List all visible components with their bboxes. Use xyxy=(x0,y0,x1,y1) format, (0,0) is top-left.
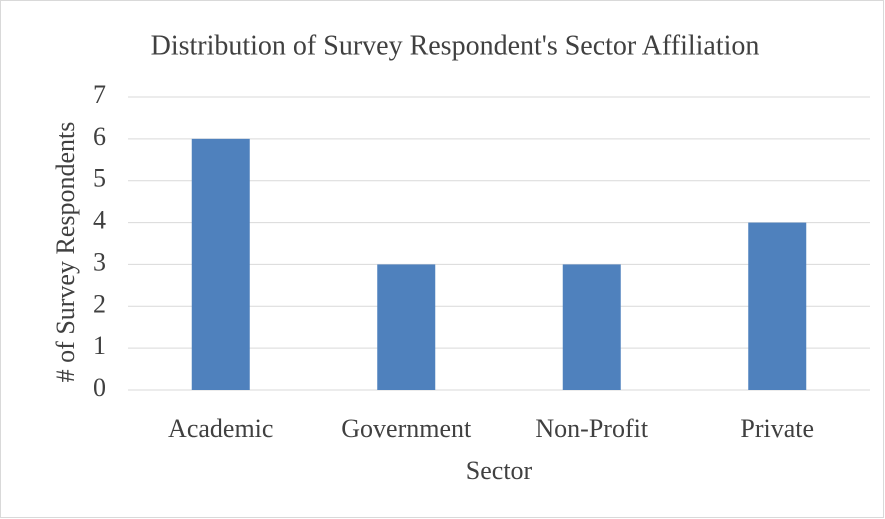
bar xyxy=(377,264,436,390)
y-tick-label: 2 xyxy=(93,289,106,318)
x-tick-label: Non-Profit xyxy=(535,414,648,443)
y-tick-label: 7 xyxy=(93,80,106,109)
y-tick-label: 5 xyxy=(93,164,106,193)
y-tick-label: 6 xyxy=(93,122,106,151)
y-tick-label: 1 xyxy=(93,331,106,360)
x-tick-label: Private xyxy=(740,414,814,443)
x-axis-title: Sector xyxy=(466,456,533,485)
y-tick-label: 4 xyxy=(93,206,106,235)
bar xyxy=(191,138,250,390)
y-tick-label: 3 xyxy=(93,247,106,276)
x-tick-label: Government xyxy=(341,414,472,443)
chart-title: Distribution of Survey Respondent's Sect… xyxy=(151,30,760,61)
bar xyxy=(562,264,621,390)
bar xyxy=(748,222,807,390)
x-tick-label: Academic xyxy=(168,414,273,443)
y-tick-label: 0 xyxy=(93,373,106,402)
y-axis-title: # of Survey Respondents xyxy=(51,122,80,383)
